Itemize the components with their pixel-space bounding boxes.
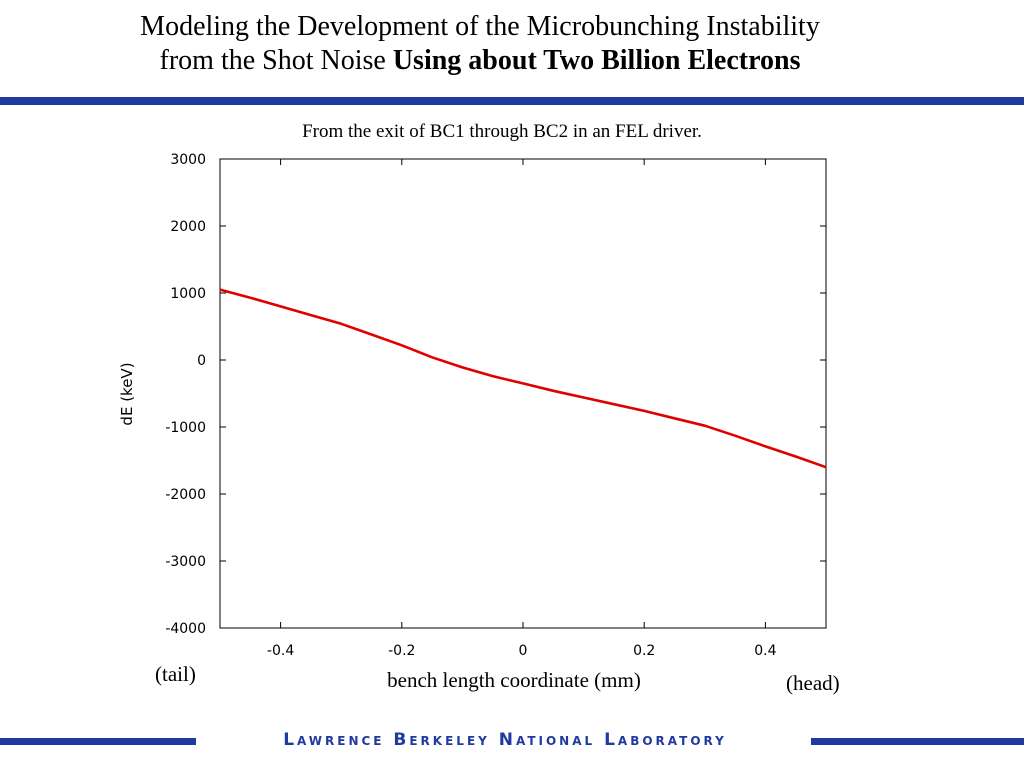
title-line-2: from the Shot Noise Using about Two Bill… xyxy=(0,44,960,78)
title-line-1: Modeling the Development of the Microbun… xyxy=(140,11,820,42)
x-tick-label: -0.2 xyxy=(388,643,415,659)
x-tick-label: -0.4 xyxy=(267,643,294,659)
y-axis-label: dE (keV) xyxy=(118,362,136,425)
tail-annotation: (tail) xyxy=(155,662,196,686)
y-tick-label: -4000 xyxy=(165,621,206,637)
slide-title: Modeling the Development of the Microbun… xyxy=(0,10,960,78)
title-divider xyxy=(0,97,1024,105)
footer-bar-right xyxy=(811,738,1024,745)
plot-frame xyxy=(219,158,827,629)
data-series-line xyxy=(219,288,827,469)
x-tick-label: 0.4 xyxy=(754,643,776,659)
y-tick-label: 0 xyxy=(197,353,206,369)
head-annotation: (head) xyxy=(786,671,840,695)
y-tick-label: 2000 xyxy=(170,219,206,235)
x-axis-label: bench length coordinate (mm) xyxy=(387,668,641,692)
chart-subtitle: From the exit of BC1 through BC2 in an F… xyxy=(302,121,702,142)
x-tick-label: 0.2 xyxy=(633,643,655,659)
x-tick-label: 0 xyxy=(519,643,528,659)
footer-lab-name: Lawrence Berkeley National Laboratory xyxy=(283,730,727,750)
y-tick-label: 1000 xyxy=(170,286,206,302)
title-line-2-normal: from the Shot Noise xyxy=(159,45,393,76)
footer-bar-left xyxy=(0,738,196,745)
title-line-2-bold: Using about Two Billion Electrons xyxy=(392,45,801,76)
y-tick-label: -1000 xyxy=(165,420,206,436)
y-tick-label: -3000 xyxy=(165,554,206,570)
y-tick-label: 3000 xyxy=(170,152,206,168)
y-tick-label: -2000 xyxy=(165,487,206,503)
